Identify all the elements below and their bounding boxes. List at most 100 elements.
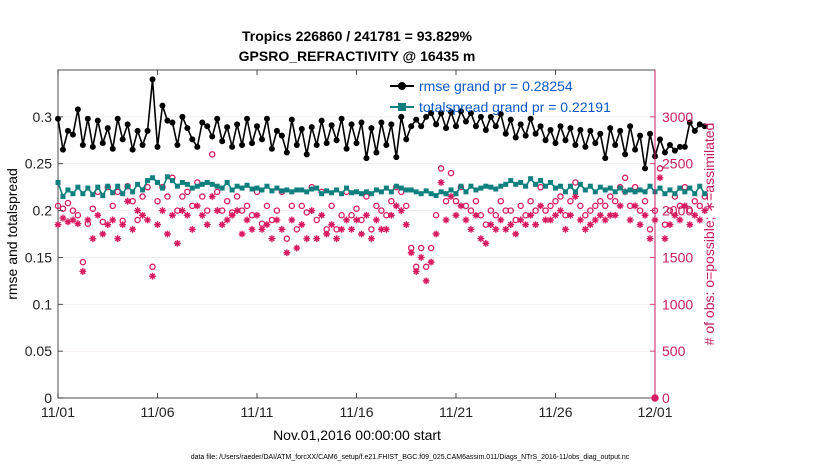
- totalspread-point: [592, 189, 598, 195]
- rmse-point: [189, 136, 196, 143]
- rmse-point: [144, 127, 151, 134]
- totalspread-point: [612, 189, 618, 195]
- obs-possible-point: [467, 207, 475, 214]
- rmse-point: [403, 136, 410, 143]
- obs-possible-point: [422, 263, 430, 271]
- rmse-point: [453, 123, 459, 130]
- obs-assimilated-point: [467, 225, 475, 233]
- obs-possible-point: [338, 212, 345, 219]
- obs-assimilated-point: [243, 216, 251, 224]
- rmse-point: [154, 143, 161, 150]
- rmse-point: [497, 111, 504, 118]
- totalspread-point: [562, 189, 568, 195]
- obs-possible-point: [213, 188, 221, 196]
- totalspread-point: [155, 179, 160, 185]
- obs-possible-point: [353, 205, 360, 212]
- rmse-point: [348, 121, 355, 128]
- obs-possible-point: [412, 263, 420, 271]
- totalspread-point: [627, 187, 633, 193]
- obs-possible-point: [691, 197, 699, 205]
- obs-assimilated-point: [537, 202, 544, 210]
- y-right-tick-label: 2000: [662, 203, 693, 219]
- rmse-point: [502, 130, 509, 137]
- rmse-point: [472, 123, 479, 130]
- totalspread-point: [498, 183, 504, 189]
- totalspread-point: [438, 189, 444, 195]
- totalspread-point: [572, 189, 578, 195]
- totalspread-point: [204, 179, 210, 185]
- rmse-point: [89, 143, 96, 150]
- totalspread-point: [518, 179, 524, 185]
- rmse-point: [607, 125, 614, 132]
- obs-assimilated-point: [522, 221, 530, 229]
- rmse-point: [204, 123, 211, 130]
- rmse-point: [94, 117, 101, 124]
- obs-assimilated-point: [407, 249, 415, 257]
- totalspread-point: [617, 185, 623, 191]
- obs-assimilated-point: [397, 207, 405, 214]
- rmse-point: [313, 141, 320, 148]
- rmse-point: [477, 113, 484, 120]
- obs-assimilated-point: [298, 221, 306, 229]
- rmse-point: [224, 124, 231, 131]
- obs-assimilated-point: [178, 207, 186, 214]
- totalspread-point: [478, 185, 484, 191]
- totalspread-point: [433, 193, 439, 199]
- rmse-point: [443, 125, 450, 132]
- obs-possible-point: [189, 202, 196, 210]
- rmse-point: [69, 131, 76, 138]
- obs-possible-point: [532, 207, 539, 214]
- y-axis-right-label: # of obs: o=possible; ∗=assimilated: [701, 123, 717, 346]
- obs-possible-point: [582, 212, 589, 219]
- obs-possible-point: [174, 207, 181, 214]
- rmse-point: [462, 118, 469, 125]
- obs-assimilated-point: [681, 202, 689, 210]
- totalspread-point: [567, 183, 573, 189]
- obs-assimilated-point: [512, 230, 520, 238]
- obs-assimilated-point: [253, 211, 261, 219]
- rmse-point: [577, 126, 584, 133]
- obs-assimilated-point: [542, 216, 549, 224]
- y-right-tick-label: 0: [662, 390, 670, 406]
- obs-assimilated-point: [233, 207, 241, 214]
- obs-possible-point: [333, 226, 340, 233]
- rmse-point: [691, 127, 698, 134]
- obs-assimilated-point: [149, 272, 156, 280]
- totalspread-point: [254, 185, 260, 191]
- rmse-point: [174, 141, 181, 148]
- y-axis-left-label: rmse and totalspread: [4, 168, 20, 300]
- obs-assimilated-point: [646, 235, 654, 243]
- totalspread-point: [284, 187, 290, 193]
- obs-possible-point: [646, 226, 654, 233]
- obs-assimilated-point: [64, 218, 72, 226]
- obs-assimilated-point: [472, 211, 480, 219]
- obs-possible-point: [79, 258, 87, 266]
- obs-possible-point: [64, 199, 72, 207]
- obs-assimilated-point: [606, 211, 614, 219]
- obs-assimilated-point: [54, 221, 62, 229]
- totalspread-point: [428, 191, 434, 197]
- totalspread-point: [493, 186, 499, 192]
- obs-possible-point: [552, 197, 559, 205]
- obs-assimilated-point: [477, 235, 485, 243]
- obs-assimilated-point: [567, 211, 574, 219]
- obs-possible-point: [606, 193, 614, 200]
- totalspread-point: [448, 187, 454, 193]
- obs-possible-point: [184, 188, 191, 196]
- rmse-point: [378, 119, 385, 126]
- obs-possible-point: [313, 216, 320, 224]
- totalspread-point: [299, 187, 305, 193]
- obs-possible-point: [597, 197, 604, 205]
- obs-assimilated-point: [487, 221, 495, 229]
- totalspread-point: [354, 189, 359, 195]
- obs-possible-point: [477, 212, 485, 219]
- x-axis-label: Nov.01,2016 00:00:00 start: [273, 427, 441, 443]
- obs-assimilated-point: [119, 221, 127, 229]
- obs-assimilated-point: [462, 216, 470, 224]
- rmse-point: [487, 113, 494, 120]
- obs-assimilated-point: [89, 235, 97, 243]
- totalspread-point: [164, 174, 170, 180]
- totalspread-point: [120, 191, 126, 197]
- obs-assimilated-point: [213, 207, 221, 214]
- totalspread-point: [388, 189, 394, 195]
